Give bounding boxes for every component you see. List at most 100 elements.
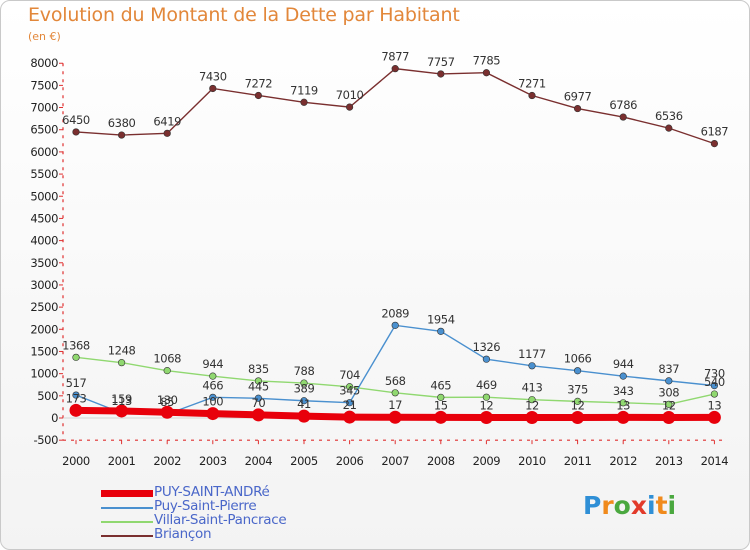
data-label: 2089 [381, 306, 409, 320]
logo-letter: t [655, 491, 668, 520]
y-tick-label: 5500 [30, 167, 58, 181]
data-point [665, 377, 673, 385]
data-label: 944 [202, 357, 223, 371]
data-point [710, 390, 719, 398]
data-label: 15 [434, 398, 448, 412]
data-point [115, 404, 129, 418]
data-label: 389 [294, 382, 315, 396]
data-label: 7119 [290, 83, 318, 97]
x-tick-label: 2010 [518, 454, 546, 468]
logo-letter: o [613, 491, 631, 520]
data-point [482, 69, 491, 77]
y-tick-label: 5000 [30, 189, 58, 203]
y-tick-label: 1500 [30, 344, 58, 358]
logo-letter: r [601, 491, 614, 520]
y-tick-label: 1000 [30, 367, 58, 381]
data-point [72, 391, 80, 399]
data-label: 466 [202, 378, 223, 392]
data-point [117, 131, 126, 139]
data-label: 6187 [701, 125, 729, 139]
data-label: 41 [297, 397, 311, 411]
data-point [254, 91, 262, 100]
data-label: 7877 [381, 50, 409, 64]
data-point [710, 382, 719, 390]
data-point [206, 407, 220, 421]
data-point [69, 403, 83, 417]
data-point [391, 65, 399, 73]
data-point [665, 124, 673, 132]
data-point [388, 410, 402, 424]
data-point [437, 393, 445, 401]
data-label: 6450 [62, 113, 90, 127]
data-label: 130 [157, 393, 178, 407]
y-tick-label: 7500 [30, 78, 58, 92]
data-point [573, 104, 582, 113]
chart-data-labels: 6450 6380 6419 7430 7272 7119 7010 7877 7757 7785… [62, 50, 729, 413]
data-label: 1954 [427, 312, 455, 326]
data-label: 1326 [473, 340, 501, 354]
legend-label: Villar-Saint-Pancrace [154, 512, 287, 528]
data-point [528, 396, 536, 404]
data-point [619, 113, 627, 121]
x-tick-label: 2013 [655, 454, 683, 468]
data-point [209, 84, 217, 93]
data-label: 6977 [564, 90, 592, 104]
data-label: 113 [111, 394, 132, 408]
chart-axes: -500 0 500 1000 1500 2000 2500 3000 3500 4000 4500… [30, 56, 728, 468]
data-label: 13 [616, 398, 630, 412]
data-point [571, 410, 585, 424]
y-tick-label: 0 [51, 411, 58, 425]
data-label: 465 [430, 378, 451, 392]
legend-label: Briançon [154, 526, 212, 542]
legend-label: PUY-SAINT-ANDRé [154, 484, 270, 500]
data-point [300, 379, 308, 387]
y-tick-label: 6500 [30, 123, 58, 137]
y-tick-label: -500 [34, 433, 59, 447]
data-label: 944 [613, 357, 634, 371]
legend-item: Villar-Saint-Pancrace [101, 512, 361, 529]
data-point [662, 410, 676, 424]
data-label: 375 [567, 382, 588, 396]
data-point [710, 140, 719, 148]
data-label: 7010 [336, 88, 364, 102]
data-point [482, 355, 491, 363]
data-label: 12 [525, 398, 539, 412]
data-label: 21 [343, 398, 357, 412]
y-tick-label: 4500 [30, 211, 58, 225]
data-label: 159 [111, 392, 132, 406]
data-label: 788 [294, 364, 315, 378]
data-label: 6536 [655, 109, 683, 123]
data-point [297, 409, 311, 423]
data-label: 343 [613, 384, 634, 398]
data-label: 173 [66, 391, 87, 405]
data-point [619, 372, 627, 380]
x-tick-label: 2011 [564, 454, 592, 468]
legend-item: Puy-Saint-Pierre [101, 498, 361, 515]
data-point [573, 367, 582, 375]
legend-item: Briançon [101, 526, 361, 543]
data-label: 13 [707, 398, 721, 412]
data-point [209, 372, 217, 380]
data-label: 568 [385, 374, 406, 388]
data-point [160, 405, 174, 419]
data-point [707, 410, 721, 424]
data-label: 1368 [62, 338, 90, 352]
x-tick-label: 2009 [473, 454, 501, 468]
logo-letter: x [630, 491, 647, 520]
data-label: 7271 [518, 77, 546, 91]
data-point [482, 393, 491, 401]
data-label: 1068 [153, 352, 181, 366]
data-label: 413 [522, 381, 543, 395]
data-point [163, 367, 171, 375]
legend-swatch [101, 507, 153, 509]
chart-subtitle: (en €) [28, 30, 61, 43]
data-point [665, 400, 673, 408]
x-tick-label: 2000 [62, 454, 90, 468]
data-label: 6380 [108, 116, 136, 130]
data-point [346, 383, 354, 391]
chart-title: Evolution du Montant de la Dette par Hab… [28, 4, 460, 26]
x-tick-label: 2008 [427, 454, 455, 468]
data-label: 308 [658, 385, 679, 399]
data-label: 12 [479, 398, 493, 412]
